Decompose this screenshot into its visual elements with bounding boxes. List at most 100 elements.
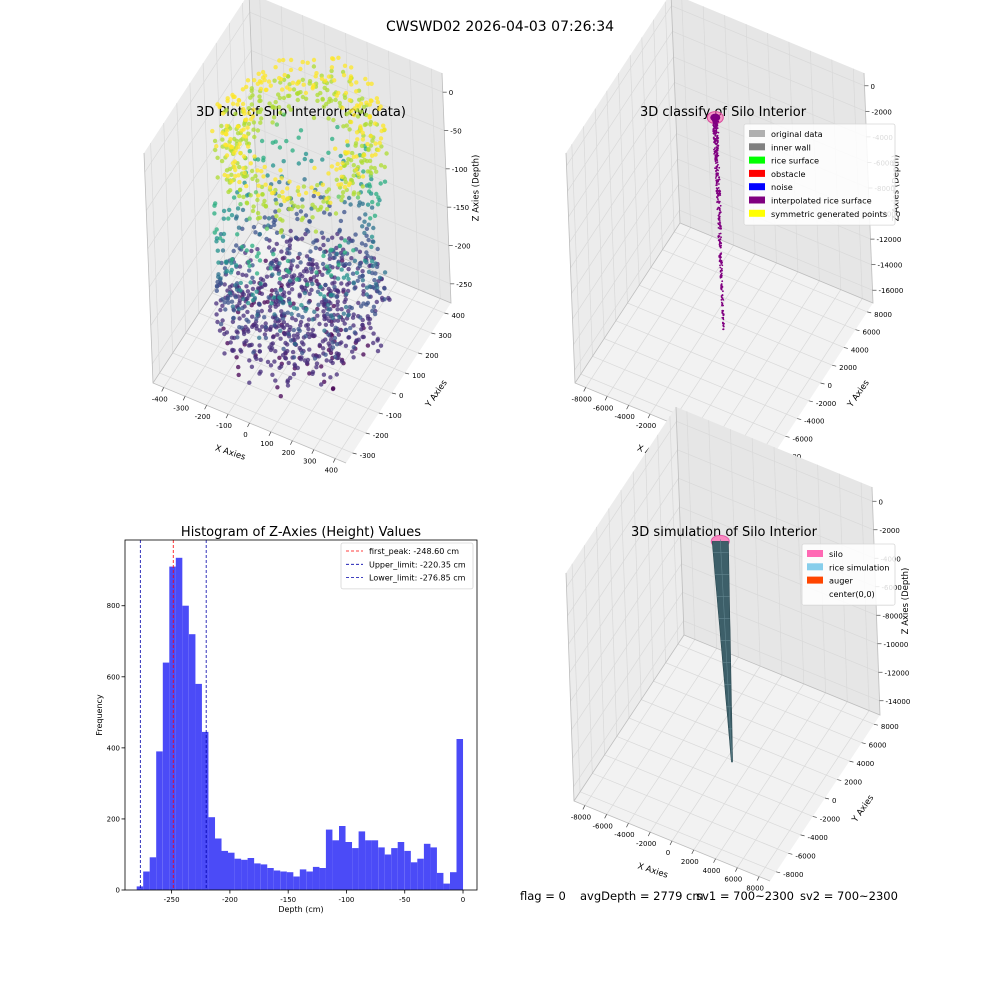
- raw-data-point: [285, 383, 291, 388]
- sim-y-tick-label: -4000: [808, 834, 828, 842]
- raw-data-point: [335, 302, 340, 308]
- raw-data-point: [280, 195, 286, 200]
- raw-data-point: [258, 86, 264, 92]
- classify-y-tick-label: -4000: [804, 418, 824, 426]
- raw-data-point: [351, 281, 356, 286]
- raw-data-point: [332, 78, 337, 83]
- hist-bar: [371, 840, 379, 890]
- raw-data-point: [233, 294, 238, 300]
- sim-x-tick: [713, 858, 716, 863]
- raw-data-point: [254, 323, 259, 328]
- raw-data-point: [253, 354, 258, 360]
- classify-frame: [574, 222, 681, 384]
- raw-data-point: [310, 262, 315, 267]
- classify-interpolated-point: [715, 173, 718, 176]
- classify-interpolated-point: [719, 220, 721, 222]
- classify-interpolated-point: [714, 156, 717, 158]
- raw-data-point: [230, 319, 236, 324]
- raw-data-point: [300, 350, 305, 356]
- raw-data-point: [340, 317, 346, 323]
- raw-data-point: [364, 250, 369, 255]
- raw-data-point: [342, 209, 347, 215]
- raw-data-point: [329, 313, 334, 318]
- hist-bar: [195, 683, 202, 890]
- raw-data-point: [334, 251, 340, 256]
- raw-y-tick: [378, 412, 383, 415]
- sim-x-tick-label: 0: [666, 849, 670, 857]
- raw-data-point: [326, 116, 331, 121]
- raw-data-point: [381, 123, 386, 128]
- hist-x-tick-label: -200: [222, 896, 238, 904]
- raw-data-point: [244, 117, 249, 122]
- raw-data-point: [355, 114, 361, 119]
- raw-y-tick-label: -200: [373, 432, 389, 440]
- raw-data-point: [365, 142, 370, 147]
- raw-data-point: [224, 128, 230, 133]
- raw-data-point: [330, 136, 335, 142]
- raw-data-point: [285, 93, 291, 99]
- raw-data-point: [274, 201, 279, 206]
- raw-data-point: [295, 332, 300, 337]
- raw-data-point: [259, 80, 264, 85]
- classify-interpolated-point: [715, 175, 718, 178]
- classify-x-tick: [626, 405, 629, 410]
- classify-y-tick-label: 8000: [874, 311, 892, 319]
- raw-data-point: [360, 201, 365, 206]
- hist-bar: [254, 863, 261, 890]
- hist-bar: [312, 866, 320, 890]
- raw-data-point: [214, 227, 219, 232]
- raw-data-point: [364, 100, 369, 105]
- raw-data-point: [344, 291, 349, 297]
- raw-data-point: [295, 204, 301, 210]
- raw-data-point: [360, 96, 365, 101]
- classify-interpolated-point: [720, 276, 723, 279]
- raw-data-point: [304, 254, 310, 259]
- raw-data-point: [359, 143, 365, 149]
- raw-data-point: [221, 208, 227, 214]
- raw-data-point: [282, 290, 287, 295]
- raw-data-point: [362, 230, 367, 236]
- raw-data-point: [282, 198, 287, 204]
- raw-data-point: [220, 137, 225, 142]
- hist-y-tick-label: 600: [107, 673, 120, 681]
- raw-data-point: [257, 302, 262, 307]
- raw-data-point: [294, 277, 299, 282]
- raw-data-point: [267, 185, 273, 190]
- raw-data-point: [224, 107, 229, 113]
- raw-data-point: [312, 333, 317, 338]
- hist-bar: [162, 662, 170, 890]
- raw-data-point: [281, 325, 287, 330]
- classify-interpolated-point: [715, 122, 717, 125]
- classify-interpolated-point: [718, 166, 721, 169]
- hist-bar: [286, 872, 294, 890]
- sim-z-tick-label: -12000: [885, 669, 910, 677]
- raw-data-point: [321, 302, 326, 307]
- sim-z-tick-label: -14000: [886, 698, 911, 706]
- raw-data-point: [300, 59, 305, 65]
- raw-data-point: [282, 255, 287, 260]
- raw-data-point: [367, 102, 372, 107]
- raw-data-point: [218, 307, 223, 313]
- raw-data-point: [321, 104, 327, 109]
- raw-data-point: [361, 352, 366, 357]
- raw-data-point: [360, 273, 365, 279]
- sim-z-tick-label: -2000: [880, 527, 900, 535]
- raw-x-tick: [225, 413, 229, 419]
- sim-z-tick-label: -10000: [884, 641, 909, 649]
- raw-data-point: [300, 215, 306, 221]
- raw-data-point: [313, 245, 319, 251]
- raw-data-point: [345, 160, 350, 166]
- raw-data-point: [303, 213, 309, 218]
- footer-avg-depth: avgDepth = 2779 cm: [580, 889, 704, 903]
- raw-data-point: [329, 273, 334, 278]
- raw-data-point: [249, 248, 254, 254]
- raw-data-point: [341, 311, 346, 316]
- raw-data-point: [366, 321, 372, 326]
- raw-data-point: [362, 258, 368, 263]
- raw-data-point: [237, 193, 242, 199]
- hist-bar: [436, 872, 444, 890]
- raw-data-point: [256, 251, 261, 256]
- figure-suptitle: CWSWD02 2026-04-03 07:26:34: [386, 19, 614, 35]
- classify-interpolated-point: [715, 179, 718, 182]
- raw-data-point: [309, 158, 314, 164]
